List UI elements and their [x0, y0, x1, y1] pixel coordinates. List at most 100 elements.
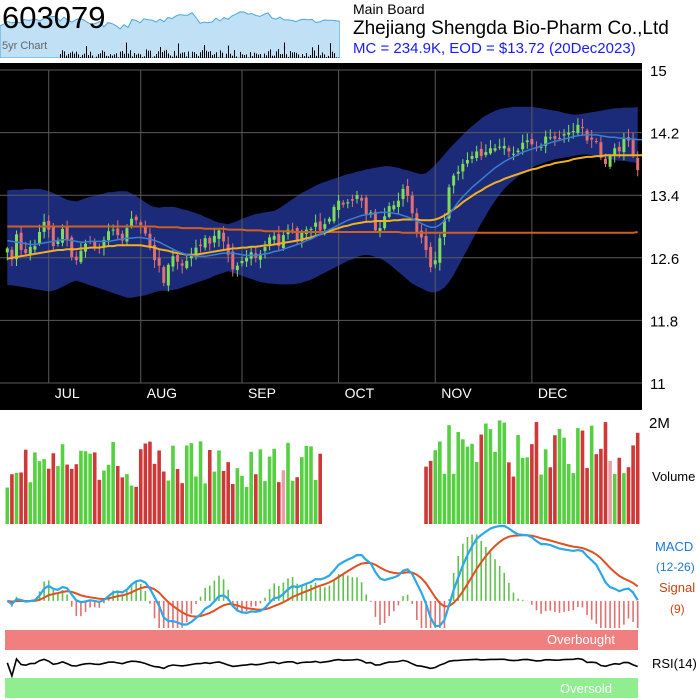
candle-body — [470, 156, 474, 159]
volume-bar — [235, 468, 240, 524]
sparkline-volume-bar — [168, 53, 169, 58]
candle — [176, 251, 180, 270]
sparkline-volume-bar — [288, 56, 289, 58]
candle-body — [442, 220, 446, 237]
sparkline-volume-bar — [110, 54, 111, 58]
candle-body — [465, 159, 469, 164]
volume-bar — [276, 482, 281, 524]
candle — [281, 230, 285, 251]
month-label: DEC — [538, 385, 568, 401]
candle — [143, 220, 147, 237]
volume-bar — [23, 449, 28, 524]
volume-bar — [438, 441, 442, 524]
volume-bar — [184, 445, 189, 524]
candle — [212, 229, 216, 248]
sparkline-volume-bar — [264, 53, 265, 58]
volume-bar — [576, 428, 580, 524]
sparkline-volume-bar — [182, 52, 183, 58]
volume-bar — [516, 435, 520, 524]
sparkline-volume-bar — [300, 57, 301, 58]
candle-body — [203, 238, 207, 248]
candle — [438, 234, 442, 271]
volume-bar — [263, 481, 267, 524]
candle-body — [28, 246, 32, 254]
candle-body — [120, 233, 124, 241]
volume-bar — [258, 449, 263, 524]
candle-body — [461, 163, 465, 172]
volume-max-label: 2M — [649, 415, 670, 432]
sparkline-volume-bar — [76, 51, 77, 58]
candle — [567, 124, 571, 142]
volume-bar — [553, 435, 557, 524]
candle-body — [143, 226, 147, 234]
candle-body — [212, 235, 216, 243]
volume-bar — [525, 457, 530, 524]
price-axis-bg — [642, 63, 700, 410]
candle — [479, 141, 483, 161]
volume-bar — [42, 459, 46, 524]
volume-bar — [507, 462, 511, 524]
candle-body — [636, 158, 640, 171]
volume-bar — [493, 451, 497, 524]
price-tick-label: 11 — [650, 376, 666, 393]
ticker-symbol: 603079 — [2, 0, 106, 35]
volume-bar — [83, 451, 88, 524]
candle-body — [502, 145, 506, 149]
sparkline-volume-bar — [106, 55, 107, 58]
company-name: Zhejiang Shengda Bio-Pharm Co.,Ltd — [353, 18, 669, 39]
volume-label: Volume — [652, 469, 695, 484]
candle — [452, 173, 456, 194]
macd-panel-bg — [0, 526, 700, 628]
volume-bar — [603, 422, 608, 524]
candle-body — [557, 137, 561, 139]
board-label: Main Board — [353, 1, 425, 17]
sparkline-volume-bar — [320, 55, 321, 58]
volume-bar — [65, 464, 69, 524]
sparkline-volume-bar — [228, 45, 229, 58]
candle-body — [346, 202, 350, 204]
candle-body — [456, 171, 460, 174]
sparkline-volume-bar — [240, 51, 241, 58]
sparkline-volume-bar — [214, 54, 215, 58]
candle-body — [387, 206, 391, 217]
candle — [521, 134, 525, 155]
volume-bar — [318, 453, 322, 524]
volume-bar — [203, 483, 207, 524]
sparkline-volume-bar — [202, 50, 203, 58]
volume-bar — [148, 441, 152, 524]
candle-body — [208, 237, 212, 244]
candle — [268, 234, 272, 251]
sparkline-volume-bar — [84, 53, 85, 58]
candle — [38, 224, 42, 246]
volume-bar — [106, 464, 111, 524]
candle — [360, 194, 364, 208]
candle-body — [268, 237, 272, 245]
volume-bar — [152, 463, 157, 524]
sparkline-volume-bar — [222, 52, 223, 58]
volume-bar — [599, 448, 603, 524]
sparkline-volume-bar — [232, 55, 233, 58]
candle — [153, 237, 157, 268]
volume-bar — [198, 441, 203, 524]
candle — [442, 213, 446, 246]
sparkline-volume-bar — [166, 49, 167, 58]
candle-body — [61, 228, 65, 243]
rsi-line — [6, 657, 638, 679]
volume-bar — [175, 468, 180, 524]
candle-body — [47, 220, 51, 230]
volume-bar — [230, 483, 235, 524]
volume-bar — [447, 425, 451, 524]
volume-bar — [543, 449, 548, 524]
sparkline-volume-bar — [118, 57, 119, 58]
volume-bar — [221, 470, 226, 524]
volume-bar — [46, 468, 51, 524]
sparkline-volume-bar — [250, 52, 251, 58]
sparkline-volume-bar — [114, 54, 115, 58]
sparkline-volume-bar — [268, 51, 269, 58]
candle-body — [327, 218, 331, 222]
candle-body — [180, 263, 184, 266]
rsi-label: RSI(14) — [652, 656, 697, 671]
candle-body — [406, 186, 410, 196]
candle — [557, 130, 561, 141]
sparkline-volume-bar — [162, 51, 163, 58]
